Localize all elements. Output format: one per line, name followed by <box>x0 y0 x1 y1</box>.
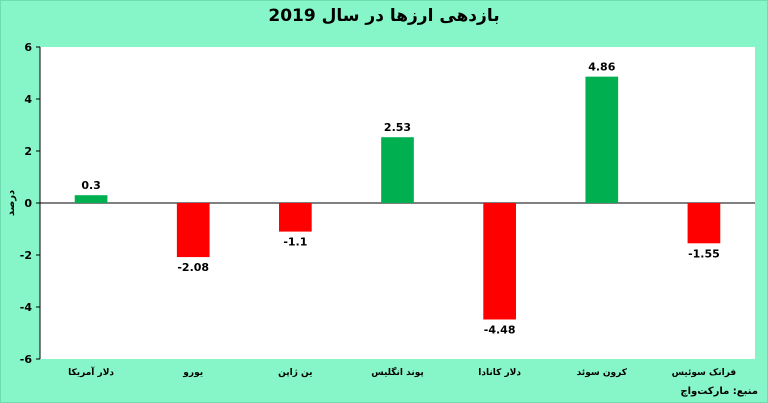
bar <box>687 203 721 244</box>
category-label: دلار آمریکا <box>68 366 114 378</box>
bar <box>74 195 108 203</box>
y-tick-label: -2 <box>20 249 32 262</box>
y-tick-label: 6 <box>24 41 32 54</box>
category-label: فرانک سوئیس <box>672 368 737 378</box>
category-label: پوند انگلیس <box>371 366 424 378</box>
data-label: 4.86 <box>588 61 615 74</box>
data-label: -2.08 <box>177 261 209 274</box>
data-label: 2.53 <box>384 121 411 134</box>
bar <box>279 203 312 232</box>
source-note: منبع: مارکت‌واچ <box>680 386 758 397</box>
bar <box>381 137 414 203</box>
category-label: ین ژاپن <box>278 368 312 378</box>
bar <box>585 76 619 203</box>
data-label: 0.3 <box>81 179 101 192</box>
category-label: کرون سوئد <box>577 368 628 378</box>
y-tick-label: 0 <box>24 197 32 210</box>
data-label: -1.1 <box>283 236 307 249</box>
data-label: -1.55 <box>688 247 720 260</box>
chart-title: بازدهی ارزها در سال 2019 <box>268 6 500 26</box>
y-tick-label: -4 <box>20 301 33 314</box>
category-label: دلار کانادا <box>478 368 521 378</box>
bar <box>176 203 210 258</box>
bar <box>483 203 516 320</box>
y-tick-label: 2 <box>24 145 32 158</box>
y-axis-label: درصد <box>6 190 17 216</box>
y-tick-label: -6 <box>20 353 33 366</box>
y-tick-label: 4 <box>24 93 32 106</box>
category-label: یورو <box>182 368 203 378</box>
data-label: -4.48 <box>484 323 516 336</box>
